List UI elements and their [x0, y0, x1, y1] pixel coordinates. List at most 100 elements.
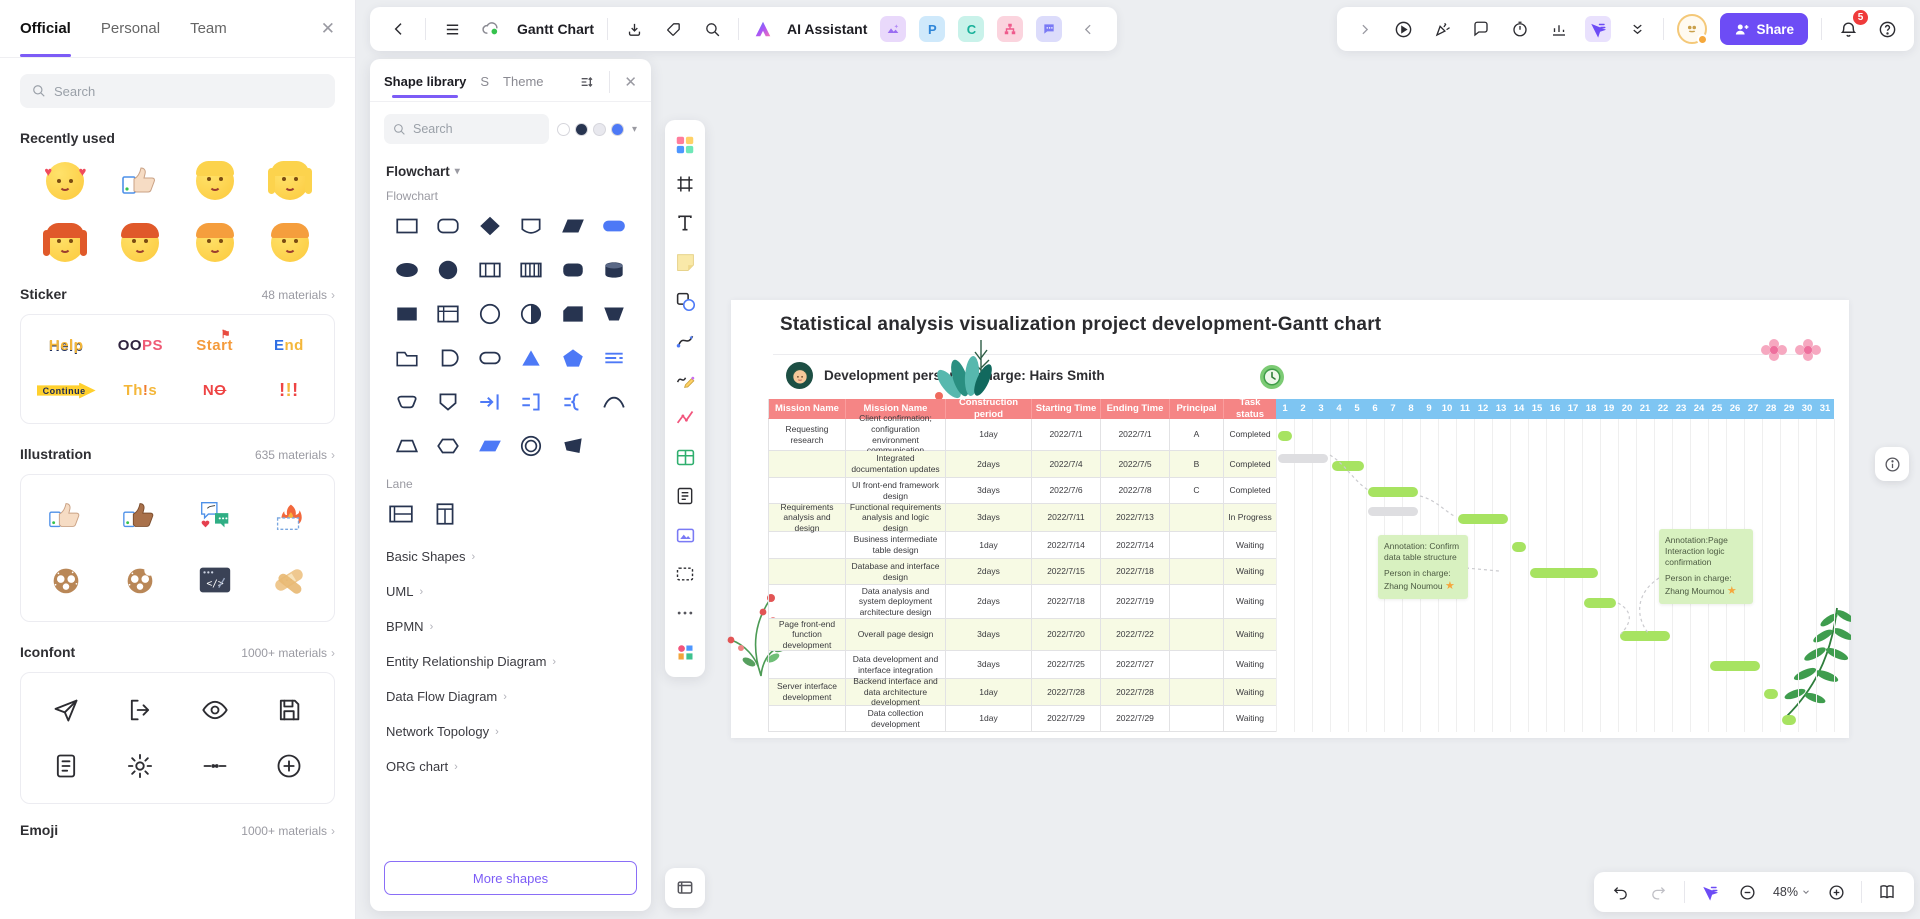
shape-or-junction[interactable] [516, 299, 546, 329]
task-bar[interactable] [1710, 661, 1760, 671]
login-icon[interactable] [125, 695, 155, 725]
sticker-start[interactable]: Start ⚑ [196, 329, 233, 354]
blond-boy-emoji[interactable] [194, 160, 236, 202]
app-tile-mindmap[interactable]: C [958, 16, 985, 42]
tool-chart-icon[interactable] [672, 405, 698, 431]
tool-pen-icon[interactable] [672, 366, 698, 392]
shape-process-rectangle[interactable] [392, 211, 422, 241]
shape-decision-diamond[interactable] [475, 211, 505, 241]
shape-display[interactable] [516, 211, 546, 241]
sidebar-tab-official[interactable]: Official [20, 0, 71, 57]
task-bar[interactable] [1332, 460, 1364, 471]
section-bpmn[interactable]: BPMN › [386, 619, 434, 634]
tool-media-card-icon[interactable] [672, 522, 698, 548]
zoom-out-icon[interactable] [1735, 879, 1761, 905]
info-button[interactable] [1875, 447, 1909, 481]
task-bar[interactable] [1458, 514, 1508, 524]
shape-predefined-process[interactable] [475, 255, 505, 285]
shape-drum-storage[interactable] [599, 255, 629, 285]
shape-brace[interactable] [558, 387, 588, 417]
task-bar[interactable] [1764, 688, 1778, 699]
menu-icon[interactable] [439, 16, 465, 42]
shape-internal-storage[interactable] [433, 299, 463, 329]
collapse-toolbar-icon[interactable] [1075, 16, 1101, 42]
laser-pointer-icon[interactable] [1585, 16, 1612, 42]
section-basic-shapes[interactable]: Basic Shapes › [386, 549, 476, 564]
app-tile-org-chart[interactable] [997, 16, 1024, 42]
emoji-count[interactable]: 1000+ materials › [241, 824, 335, 838]
zoom-in-icon[interactable] [1823, 879, 1849, 905]
planned-bar[interactable] [1368, 507, 1418, 516]
send-icon[interactable] [51, 695, 81, 725]
task-bar[interactable] [1278, 431, 1292, 441]
style-dot[interactable] [592, 122, 606, 136]
section-uml[interactable]: UML › [386, 584, 424, 599]
zoom-level[interactable]: 48% [1773, 885, 1811, 899]
illustration-pretzel-bitten[interactable] [121, 561, 159, 599]
user-avatar[interactable] [1677, 14, 1709, 45]
shape-card-filled[interactable] [558, 299, 588, 329]
sticker-help[interactable]: Help [48, 337, 84, 354]
task-bar[interactable] [1584, 598, 1616, 608]
shape-double-circle[interactable] [516, 431, 546, 461]
task-bar[interactable] [1530, 568, 1598, 578]
shape-arc-curve[interactable] [599, 387, 629, 417]
blond-girl-emoji[interactable] [267, 160, 312, 202]
tool-sticky-note-icon[interactable] [672, 249, 698, 275]
comment-icon[interactable] [1468, 16, 1494, 42]
thumbs-up-sticker-emoji[interactable] [119, 160, 161, 202]
tab-s[interactable]: S [480, 73, 490, 89]
expand-icon[interactable] [1351, 16, 1377, 42]
document-icon[interactable] [51, 751, 81, 781]
curly-orange-person-emoji[interactable] [194, 222, 236, 264]
more-shapes-button[interactable]: More shapes [384, 861, 637, 895]
lane-horizontal-pool[interactable] [386, 499, 416, 529]
illustration-chat-love[interactable] [196, 497, 234, 535]
shape-connector-circle[interactable] [475, 299, 505, 329]
chevron-down-icon[interactable]: ▾ [631, 123, 637, 135]
tool-more-icon[interactable] [672, 600, 698, 626]
download-icon[interactable] [621, 16, 647, 42]
illustration-band-aid[interactable] [270, 561, 308, 599]
document-title[interactable]: Gantt Chart [517, 21, 594, 37]
shape-manual-operation[interactable] [599, 299, 629, 329]
style-dot[interactable] [610, 122, 624, 136]
tool-plugins-icon[interactable] [672, 639, 698, 665]
sticker-oops[interactable]: OOPS [117, 337, 164, 354]
board-pages-button[interactable] [665, 868, 705, 908]
play-demo-icon[interactable] [1390, 16, 1416, 42]
tool-templates-icon[interactable] [672, 132, 698, 158]
lane-vertical-pool[interactable] [430, 499, 460, 529]
app-tile-presentation[interactable]: P [919, 16, 946, 42]
close-panel-icon[interactable]: ✕ [624, 74, 637, 91]
task-bar[interactable] [1368, 487, 1418, 497]
shape-rounded-rectangle[interactable] [433, 211, 463, 241]
laser-pointer-icon[interactable] [1697, 879, 1723, 905]
gantt-table[interactable]: Mission Name Mission Name Construction per… [768, 397, 1277, 732]
task-bar[interactable] [1512, 541, 1526, 552]
eye-icon[interactable] [200, 695, 230, 725]
section-network-topology[interactable]: Network Topology › [386, 724, 499, 739]
shape-circle-filled[interactable] [433, 255, 463, 285]
sticker-continue[interactable]: Continue [36, 382, 96, 399]
smiling-face-with-hearts-emoji[interactable]: ♥ ♥ [44, 160, 86, 202]
redhead-woman-emoji[interactable] [43, 222, 88, 264]
collapse-double-icon[interactable] [1624, 16, 1650, 42]
shape-delay-d[interactable] [433, 343, 463, 373]
search-input[interactable]: Search [20, 74, 335, 108]
shape-search-input[interactable]: Search [384, 114, 549, 144]
section-data-flow-diagram[interactable]: Data Flow Diagram › [386, 689, 507, 704]
redhead-person-emoji[interactable] [119, 222, 161, 264]
shape-parallelogram-blue[interactable] [475, 431, 505, 461]
shape-arrow-to-bar[interactable] [475, 387, 505, 417]
catalog-icon[interactable] [1874, 879, 1900, 905]
iconfont-count[interactable]: 1000+ materials › [241, 646, 335, 660]
illustration-count[interactable]: 635 materials › [254, 448, 335, 462]
shape-pentagon-blue[interactable] [558, 343, 588, 373]
undo-icon[interactable] [1608, 879, 1634, 905]
back-icon[interactable] [386, 16, 412, 42]
shape-multi-process[interactable] [516, 255, 546, 285]
poll-icon[interactable] [1546, 16, 1572, 42]
illustration-thumb-dark[interactable] [121, 497, 159, 535]
tool-text-icon[interactable] [672, 210, 698, 236]
